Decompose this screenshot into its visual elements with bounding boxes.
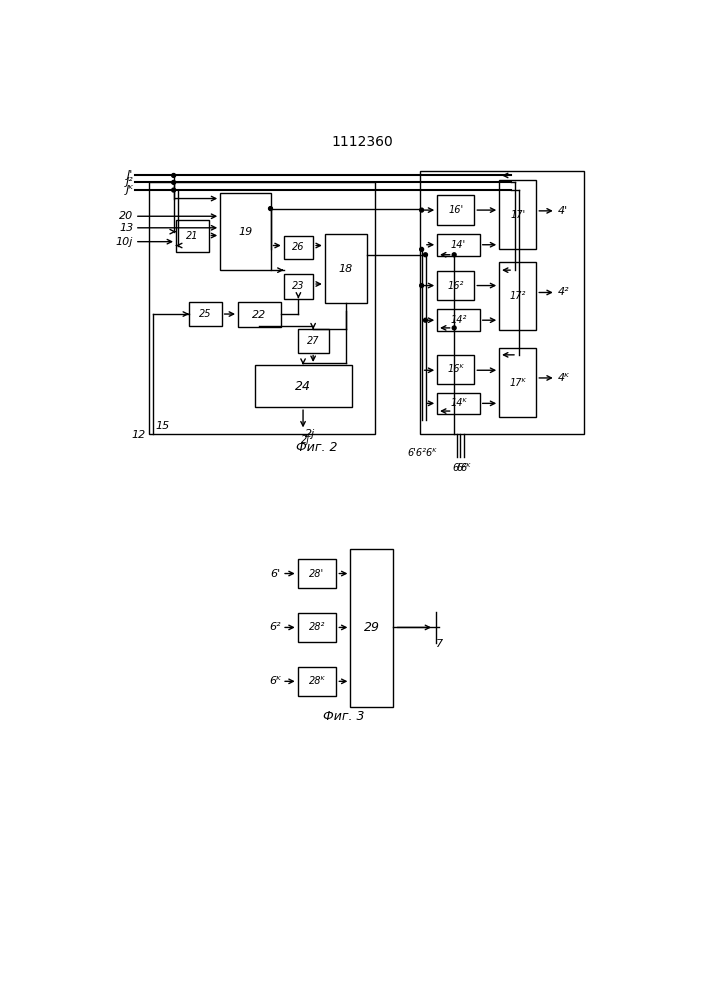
Text: 21: 21 <box>186 231 199 241</box>
Text: 2j: 2j <box>305 429 315 439</box>
Text: 14': 14' <box>451 240 466 250</box>
Text: 6'6²6ᴷ: 6'6²6ᴷ <box>407 448 436 458</box>
Text: 6²: 6² <box>456 463 466 473</box>
Text: 6': 6' <box>271 569 281 579</box>
Text: 22: 22 <box>252 310 267 320</box>
Text: 6ᴷ: 6ᴷ <box>269 676 281 686</box>
Circle shape <box>420 247 423 251</box>
Text: 28ᴷ: 28ᴷ <box>309 676 325 686</box>
Bar <box>189 302 222 326</box>
Text: 2j: 2j <box>301 435 310 445</box>
Circle shape <box>420 208 423 212</box>
Bar <box>351 549 393 707</box>
Circle shape <box>172 180 175 184</box>
Text: 25: 25 <box>199 309 211 319</box>
Bar <box>437 393 480 414</box>
Bar <box>255 365 352 407</box>
Text: 16': 16' <box>448 205 463 215</box>
Text: 18: 18 <box>339 264 354 274</box>
Text: 12: 12 <box>132 430 146 440</box>
Text: 4ᴷ: 4ᴷ <box>558 373 570 383</box>
Bar <box>238 302 281 327</box>
Text: 13: 13 <box>119 223 134 233</box>
Text: 17ᴷ: 17ᴷ <box>510 378 526 388</box>
Text: 17': 17' <box>510 210 525 220</box>
Text: 28': 28' <box>310 569 325 579</box>
Text: 17²: 17² <box>510 291 526 301</box>
Bar <box>499 348 537 417</box>
Bar <box>437 309 480 331</box>
Bar <box>499 262 537 330</box>
Text: 1112360: 1112360 <box>332 135 394 149</box>
Bar <box>298 613 337 642</box>
Bar <box>176 220 209 252</box>
Text: Jᴷ: Jᴷ <box>125 185 134 195</box>
Text: J²: J² <box>126 177 134 187</box>
Circle shape <box>423 318 428 322</box>
Circle shape <box>452 253 456 257</box>
Text: 26: 26 <box>292 242 305 252</box>
Text: 10j: 10j <box>116 237 134 247</box>
Circle shape <box>172 174 175 177</box>
Text: 16²: 16² <box>448 281 464 291</box>
Bar <box>437 195 474 225</box>
Circle shape <box>172 188 175 192</box>
Text: 6': 6' <box>452 463 461 473</box>
Text: 23: 23 <box>292 281 305 291</box>
Text: 24: 24 <box>296 380 312 393</box>
Bar <box>325 234 368 303</box>
Bar <box>437 355 474 384</box>
Text: 4': 4' <box>558 206 568 216</box>
Text: 6²: 6² <box>269 622 281 632</box>
Text: 15: 15 <box>155 421 169 431</box>
Text: 16ᴷ: 16ᴷ <box>448 364 464 374</box>
Circle shape <box>452 326 456 330</box>
Bar <box>298 559 337 588</box>
Bar <box>420 171 585 434</box>
Text: J': J' <box>127 170 134 180</box>
Text: 20: 20 <box>119 211 134 221</box>
Circle shape <box>269 207 272 210</box>
Text: 29: 29 <box>363 621 380 634</box>
Text: 4²: 4² <box>558 287 570 297</box>
Text: 6ᴷ: 6ᴷ <box>461 463 471 473</box>
Text: 7: 7 <box>436 639 443 649</box>
Bar <box>298 667 337 696</box>
Text: 28²: 28² <box>309 622 325 632</box>
Bar <box>499 180 537 249</box>
Text: 27: 27 <box>307 336 320 346</box>
Bar <box>284 235 313 259</box>
Circle shape <box>423 253 428 257</box>
Text: 14²: 14² <box>450 315 467 325</box>
Text: Фиг. 2: Фиг. 2 <box>296 441 338 454</box>
Text: Фиг. 3: Фиг. 3 <box>323 710 365 723</box>
Text: 14ᴷ: 14ᴷ <box>450 398 467 408</box>
Bar <box>220 193 271 270</box>
Bar <box>284 274 313 299</box>
Text: 19: 19 <box>238 227 252 237</box>
Bar <box>149 182 375 434</box>
Bar <box>437 271 474 300</box>
Bar <box>298 329 329 353</box>
Circle shape <box>420 284 423 287</box>
Bar <box>437 234 480 256</box>
